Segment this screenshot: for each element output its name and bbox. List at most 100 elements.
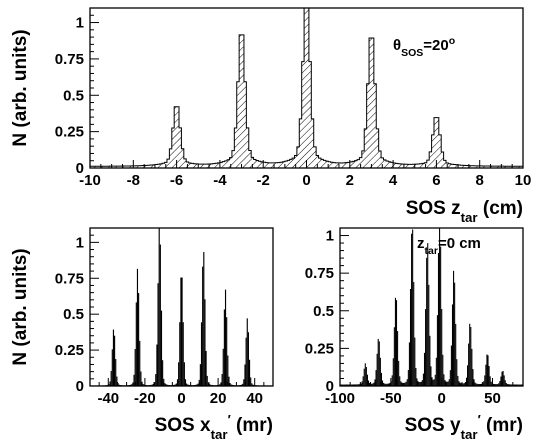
y-tick-label: 0 — [326, 378, 334, 395]
histogram-bin — [224, 289, 227, 386]
histogram-bin — [515, 384, 517, 386]
histogram-bin — [183, 362, 185, 386]
x-tick-label: 4 — [389, 172, 398, 189]
histogram-bin — [139, 340, 141, 386]
histogram-bin — [97, 166, 100, 168]
histogram-bin — [421, 163, 425, 168]
histogram-bin — [157, 283, 159, 386]
histogram-bin — [221, 373, 223, 386]
histogram-bin — [133, 165, 136, 168]
histogram-bin — [485, 364, 487, 386]
histogram-bin — [443, 374, 445, 386]
histogram-bin — [395, 163, 398, 168]
histogram-bin — [115, 359, 117, 386]
histogram-bin — [440, 246, 442, 386]
histogram-bin — [506, 166, 509, 168]
histogram-bin — [448, 379, 450, 386]
histogram-bin — [419, 382, 421, 386]
histogram-bin — [132, 382, 134, 386]
histogram-bin — [414, 337, 416, 386]
histogram-bin — [246, 127, 249, 168]
histogram-bin — [405, 381, 407, 386]
histogram-bin — [472, 369, 474, 386]
histogram-bin — [347, 162, 350, 168]
histogram-bin — [229, 383, 231, 386]
histogram-bin — [366, 374, 368, 386]
histogram-bin — [387, 383, 389, 386]
histogram-bin — [140, 165, 143, 168]
histogram-bin — [379, 357, 381, 386]
histogram-bin — [351, 384, 353, 386]
y-tick-label: 0.5 — [63, 306, 84, 323]
histogram-bin — [451, 304, 454, 386]
histogram-bin — [106, 166, 110, 168]
histogram-bin — [164, 383, 166, 386]
histogram-bin — [178, 362, 180, 386]
histogram-bin — [500, 376, 502, 386]
histogram-bin — [488, 366, 490, 386]
histogram-bin — [405, 164, 408, 168]
histogram-bin — [469, 323, 471, 386]
histogram-bin — [250, 377, 252, 386]
histogram-bin — [183, 158, 187, 168]
histogram-bin — [111, 349, 113, 386]
histogram-bin — [280, 162, 283, 168]
histogram-bin — [436, 117, 439, 168]
histogram-bin — [157, 164, 160, 168]
histogram-bin — [409, 289, 412, 386]
y-tick-label: 0.75 — [55, 270, 84, 287]
histogram-bin — [482, 165, 485, 168]
histogram-bin — [404, 382, 406, 386]
histogram-bin — [203, 252, 205, 386]
histogram-bin — [166, 159, 170, 168]
y-axis-title: N (arb. units) — [10, 29, 31, 146]
histogram-bin — [299, 118, 302, 168]
histogram-bin — [301, 61, 305, 169]
histogram-bin — [487, 355, 489, 386]
histogram-bin — [325, 161, 329, 168]
histogram-bin — [174, 384, 176, 386]
histogram-bin — [294, 155, 297, 168]
histogram-bin — [479, 165, 483, 168]
histogram-bin — [205, 164, 208, 168]
histogram-bin — [292, 158, 295, 168]
histogram-bin — [389, 382, 391, 386]
histogram-bin — [316, 155, 319, 168]
histogram-bin — [265, 162, 269, 168]
histogram-bin — [118, 384, 120, 386]
histogram-bin — [231, 150, 235, 168]
histogram-bin — [342, 384, 344, 386]
histogram-bin — [186, 383, 188, 386]
histogram-bin — [403, 382, 405, 386]
histogram-bin — [210, 163, 213, 168]
histogram-bin — [126, 165, 129, 168]
panel-z-target: -10 -8 -6 -4 -2 0 2 4 6 8 10 0 0.25 0.5 0.75 1 SOS ztar … — [10, 7, 531, 225]
x-tick-label: -2 — [257, 172, 270, 189]
histogram-bin — [239, 34, 242, 168]
histogram-bin — [433, 379, 435, 386]
histogram-bin — [202, 266, 204, 386]
histogram-bin — [429, 151, 432, 168]
histogram-bin — [498, 166, 502, 168]
histogram-bin — [507, 384, 510, 386]
histogram-bin — [359, 157, 362, 168]
histogram-bin — [373, 83, 377, 168]
histogram-bin — [138, 293, 140, 386]
x-tick-label: -40 — [97, 390, 119, 407]
histogram-bin — [230, 384, 232, 386]
y-tick-label: 0.25 — [55, 342, 84, 359]
histogram-bin — [486, 166, 490, 168]
histogram-bin — [220, 382, 222, 386]
histogram-bin — [335, 162, 338, 168]
histogram-bin — [196, 384, 198, 386]
y-tick-label: 0 — [76, 378, 84, 395]
histogram-bin — [417, 381, 419, 386]
histogram-bin — [432, 379, 434, 386]
histogram-bin — [484, 166, 487, 168]
x-axis-title: SOS xtar′ (mr) — [155, 412, 273, 439]
histogram-bin — [509, 384, 511, 386]
histogram-bin — [503, 375, 505, 386]
histogram-bin — [344, 162, 348, 168]
histogram-bin — [435, 357, 437, 386]
histogram-bin — [419, 163, 422, 168]
